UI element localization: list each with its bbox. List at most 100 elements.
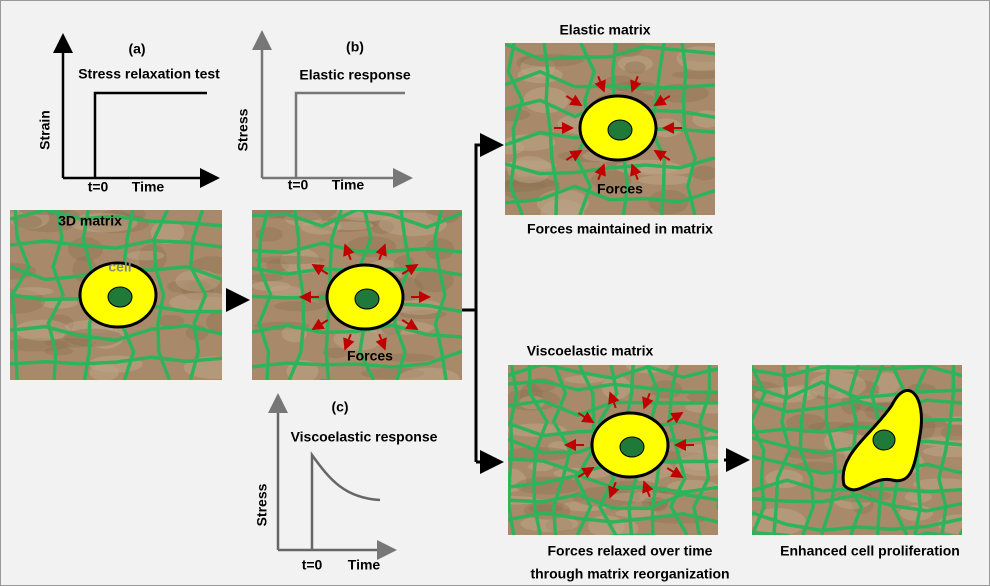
fiber bbox=[505, 43, 715, 61]
force-arrow bbox=[653, 149, 671, 162]
texture bbox=[671, 70, 715, 80]
fiber bbox=[752, 365, 767, 535]
texture bbox=[624, 61, 646, 74]
force-arrow bbox=[565, 149, 583, 162]
panel-title: Elastic matrix bbox=[559, 22, 650, 38]
texture bbox=[517, 66, 563, 84]
panel-title: 3D matrix bbox=[58, 213, 122, 229]
fiber bbox=[506, 43, 525, 215]
texture bbox=[809, 372, 867, 399]
fiber bbox=[505, 184, 715, 205]
texture bbox=[169, 292, 222, 314]
force-arrow bbox=[642, 392, 654, 410]
texture bbox=[312, 217, 377, 233]
fiber bbox=[46, 210, 65, 380]
forces-label: Forces bbox=[347, 348, 393, 364]
force-arrow bbox=[630, 75, 642, 93]
fiber bbox=[508, 379, 718, 395]
panel-title: Viscoelastic matrix bbox=[527, 343, 654, 359]
fiber bbox=[252, 210, 462, 230]
fiber bbox=[752, 511, 962, 533]
matrix-panel bbox=[10, 210, 222, 380]
texture bbox=[540, 199, 585, 215]
texture bbox=[252, 281, 291, 291]
caption: Forces relaxed over time bbox=[548, 543, 713, 559]
force-arrow bbox=[565, 94, 583, 107]
fiber bbox=[10, 323, 222, 342]
forces-label: Forces bbox=[597, 181, 643, 197]
force-arrow bbox=[401, 318, 419, 331]
texture bbox=[615, 509, 657, 518]
texture bbox=[547, 441, 569, 453]
fiber bbox=[772, 365, 792, 535]
t0-label: t=0 bbox=[302, 557, 323, 573]
fiber bbox=[505, 156, 715, 176]
graph-label: (c) bbox=[331, 399, 348, 415]
texture bbox=[322, 347, 348, 359]
texture bbox=[274, 300, 325, 312]
texture bbox=[255, 255, 326, 265]
fiber bbox=[752, 530, 958, 535]
texture bbox=[87, 322, 125, 349]
force-arrow bbox=[577, 466, 595, 479]
texture bbox=[873, 372, 901, 395]
nucleus bbox=[607, 119, 633, 141]
graph-title: Stress relaxation test bbox=[78, 66, 220, 82]
graph-title: Elastic response bbox=[299, 67, 410, 83]
texture bbox=[520, 515, 579, 532]
fiber bbox=[505, 69, 715, 90]
fiber bbox=[752, 380, 962, 400]
fiber bbox=[152, 210, 172, 380]
fiber bbox=[188, 210, 208, 380]
fiber bbox=[692, 365, 712, 535]
texture bbox=[206, 311, 222, 333]
texture bbox=[508, 447, 573, 461]
texture bbox=[329, 221, 374, 231]
texture bbox=[382, 353, 436, 362]
force-arrow bbox=[311, 263, 329, 276]
force-arrow bbox=[608, 481, 620, 499]
texture bbox=[126, 250, 165, 261]
texture bbox=[505, 134, 556, 151]
y-label: Stress bbox=[254, 483, 270, 526]
fiber bbox=[752, 398, 962, 414]
nucleus bbox=[354, 288, 380, 310]
graph-title: Viscoelastic response bbox=[291, 429, 438, 445]
force-arrow bbox=[577, 411, 595, 424]
texture bbox=[506, 179, 560, 188]
nucleus bbox=[872, 429, 896, 451]
x-label: Time bbox=[332, 177, 365, 193]
texture bbox=[515, 476, 582, 495]
texture bbox=[360, 367, 425, 380]
texture bbox=[810, 384, 838, 400]
graph-label: (a) bbox=[128, 41, 145, 57]
texture bbox=[157, 314, 185, 328]
t0-label: t=0 bbox=[288, 177, 309, 193]
texture bbox=[678, 52, 715, 62]
texture bbox=[912, 478, 962, 491]
texture bbox=[369, 219, 395, 234]
fiber bbox=[10, 355, 222, 366]
force-arrow bbox=[375, 333, 387, 351]
fiber bbox=[680, 43, 697, 215]
fiber bbox=[257, 210, 273, 380]
force-arrow bbox=[375, 243, 387, 261]
texture bbox=[44, 346, 73, 356]
force-arrow bbox=[666, 466, 684, 479]
fiber bbox=[508, 365, 519, 535]
t0-label: t=0 bbox=[88, 179, 109, 195]
texture bbox=[562, 500, 608, 512]
graph-b bbox=[252, 30, 413, 188]
fiber bbox=[508, 511, 718, 524]
force-arrow bbox=[343, 333, 355, 351]
force-arrow bbox=[630, 163, 642, 181]
force-arrow bbox=[653, 94, 671, 107]
force-arrow bbox=[594, 163, 606, 181]
matrix-panel bbox=[508, 365, 718, 535]
texture bbox=[545, 518, 573, 532]
texture bbox=[609, 492, 676, 502]
force-arrow bbox=[666, 411, 684, 424]
nucleus bbox=[107, 286, 133, 308]
texture bbox=[266, 258, 290, 272]
